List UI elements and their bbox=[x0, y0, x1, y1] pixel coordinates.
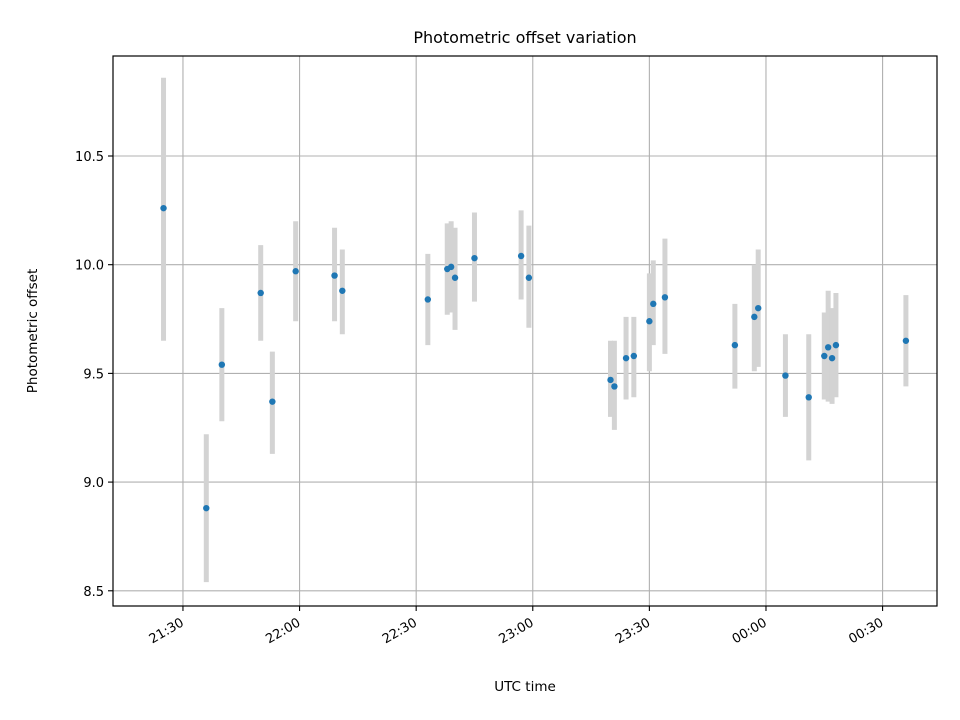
data-point bbox=[755, 304, 762, 312]
y-tick-label: 9.5 bbox=[83, 367, 104, 382]
data-points bbox=[160, 204, 910, 512]
data-point bbox=[218, 361, 226, 368]
data-point bbox=[622, 354, 630, 362]
data-point bbox=[292, 268, 299, 275]
y-tick-label: 10.0 bbox=[75, 259, 104, 274]
chart-title: Photometric offset variation bbox=[413, 28, 636, 47]
y-tick-label: 10.5 bbox=[75, 150, 104, 165]
data-point bbox=[751, 313, 758, 321]
data-point bbox=[339, 287, 346, 294]
data-point bbox=[424, 296, 432, 303]
data-point bbox=[447, 263, 455, 271]
data-point bbox=[731, 341, 739, 349]
data-point bbox=[630, 352, 638, 360]
plot-area-frame bbox=[112, 55, 938, 607]
data-point bbox=[646, 318, 653, 325]
data-point bbox=[331, 272, 338, 279]
data-point bbox=[611, 383, 618, 390]
data-point bbox=[782, 372, 789, 379]
data-point bbox=[257, 289, 264, 297]
data-point bbox=[828, 354, 836, 362]
data-point bbox=[607, 376, 614, 384]
data-point bbox=[650, 300, 657, 308]
data-point bbox=[832, 341, 840, 349]
data-point bbox=[525, 274, 533, 281]
data-point bbox=[471, 254, 478, 262]
y-tick-label: 8.5 bbox=[83, 585, 104, 600]
data-point bbox=[821, 352, 828, 360]
data-point bbox=[203, 504, 210, 512]
data-point bbox=[661, 294, 669, 301]
data-point bbox=[269, 398, 276, 405]
data-point bbox=[451, 274, 459, 281]
y-axis-title: Photometric offset bbox=[25, 269, 41, 393]
data-point bbox=[160, 204, 167, 212]
data-point bbox=[517, 252, 525, 260]
x-axis-title: UTC time bbox=[494, 679, 556, 695]
data-point bbox=[824, 344, 832, 351]
data-point bbox=[805, 394, 812, 401]
y-tick-label: 9.0 bbox=[83, 476, 104, 491]
data-point bbox=[902, 337, 910, 344]
